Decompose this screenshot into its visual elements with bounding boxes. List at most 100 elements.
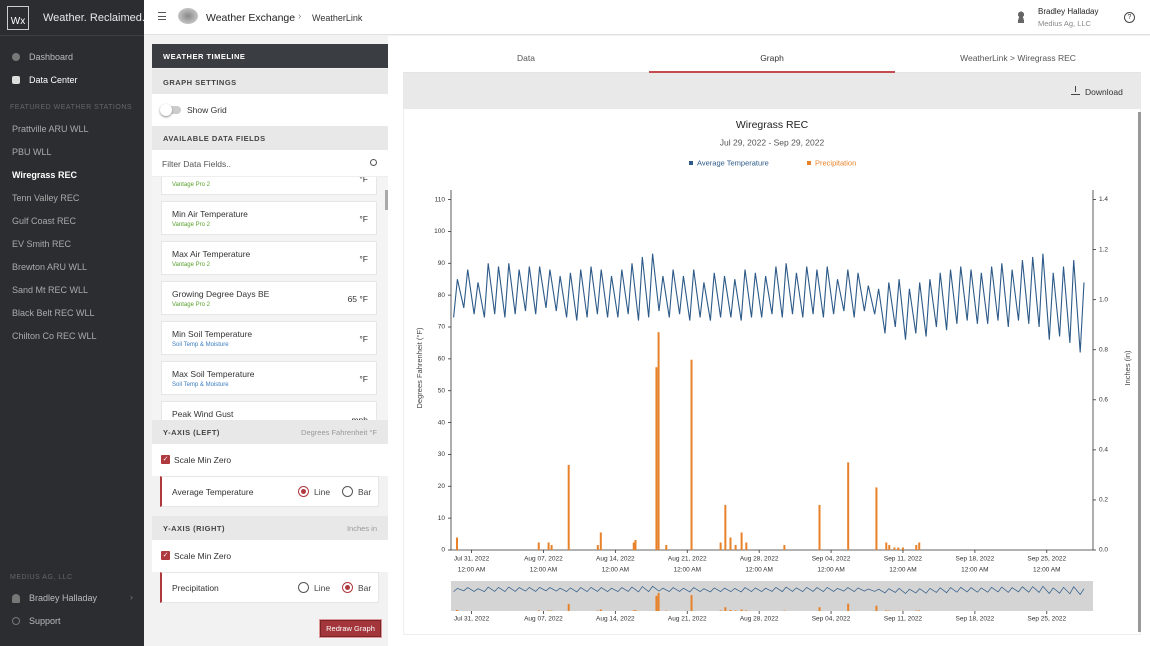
x-tick-label: Aug 07, 2022 bbox=[524, 556, 563, 563]
y-tick-label: 20 bbox=[438, 483, 446, 490]
navigator-bar bbox=[819, 607, 821, 611]
legend-label: Average Temperature bbox=[697, 158, 769, 167]
bar bbox=[633, 542, 635, 550]
navigator-bar bbox=[847, 604, 849, 611]
bar bbox=[665, 545, 667, 550]
bar bbox=[597, 545, 599, 550]
navigator-background bbox=[451, 581, 1093, 611]
navigator-bar bbox=[655, 596, 657, 611]
bar bbox=[600, 532, 602, 550]
x-tick-label: Sep 04, 2022 bbox=[812, 556, 851, 563]
x-tick-label: Sep 25, 2022 bbox=[1027, 556, 1066, 563]
legend-marker bbox=[689, 161, 693, 165]
x-tick-label: Jul 31, 2022 bbox=[454, 556, 490, 563]
navigator-bar bbox=[885, 610, 887, 611]
x-tick-label: Aug 14, 2022 bbox=[596, 556, 635, 563]
y-tick-label: 30 bbox=[438, 451, 446, 458]
x-tick-time: 12:00 AM bbox=[530, 567, 557, 574]
navigator-label: Aug 07, 2022 bbox=[524, 616, 563, 623]
x-tick-time: 12:00 AM bbox=[458, 567, 485, 574]
bar bbox=[551, 545, 553, 550]
y-tick-label: 0 bbox=[441, 547, 445, 554]
navigator-label: Sep 18, 2022 bbox=[956, 616, 995, 623]
navigator-label: Aug 14, 2022 bbox=[596, 616, 635, 623]
bar bbox=[875, 487, 877, 550]
chart-title: Wiregrass REC bbox=[736, 119, 809, 131]
bar bbox=[819, 505, 821, 550]
chart-subtitle: Jul 29, 2022 - Sep 29, 2022 bbox=[720, 137, 825, 147]
y-tick-label: 70 bbox=[438, 324, 446, 331]
navigator-bar bbox=[658, 593, 660, 611]
x-tick-time: 12:00 AM bbox=[602, 567, 629, 574]
navigator-label: Aug 28, 2022 bbox=[740, 616, 779, 623]
y2-tick-label: 0.2 bbox=[1099, 497, 1108, 504]
navigator-label: Aug 21, 2022 bbox=[668, 616, 707, 623]
navigator-bar bbox=[600, 610, 602, 611]
y-tick-label: 100 bbox=[434, 228, 445, 235]
y2-tick-label: 1.0 bbox=[1099, 296, 1108, 303]
navigator-bar bbox=[548, 610, 550, 611]
y-tick-label: 10 bbox=[438, 515, 446, 522]
navigator-label: Sep 25, 2022 bbox=[1027, 616, 1066, 623]
bar bbox=[847, 462, 849, 550]
y-tick-label: 90 bbox=[438, 260, 446, 267]
y2-axis-title: Inches (in) bbox=[1123, 350, 1132, 386]
bar bbox=[745, 542, 747, 550]
bar bbox=[915, 545, 917, 550]
y2-tick-label: 1.2 bbox=[1099, 246, 1108, 253]
navigator-bar bbox=[875, 606, 877, 611]
y2-tick-label: 0.8 bbox=[1099, 346, 1108, 353]
bar bbox=[568, 465, 570, 550]
y-axis-title: Degrees Fahrenheit (°F) bbox=[415, 327, 424, 408]
line-series bbox=[454, 254, 1084, 353]
legend-label: Precipitation bbox=[815, 158, 856, 167]
y2-tick-label: 0.4 bbox=[1099, 447, 1108, 454]
navigator-bar bbox=[729, 610, 731, 611]
navigator-bar bbox=[691, 595, 693, 611]
legend-marker bbox=[807, 161, 811, 165]
navigator-bar bbox=[918, 610, 920, 611]
y-tick-label: 60 bbox=[438, 356, 446, 363]
navigator-bar bbox=[720, 610, 722, 611]
navigator-bar bbox=[745, 610, 747, 611]
navigator-bar bbox=[724, 607, 726, 611]
navigator-label: Jul 31, 2022 bbox=[454, 616, 490, 623]
bar bbox=[548, 542, 550, 550]
navigator-bar bbox=[741, 610, 743, 611]
x-tick-label: Sep 18, 2022 bbox=[956, 556, 995, 563]
x-tick-label: Sep 11, 2022 bbox=[884, 556, 923, 563]
x-tick-time: 12:00 AM bbox=[745, 567, 772, 574]
bar bbox=[691, 360, 693, 550]
x-tick-time: 12:00 AM bbox=[1033, 567, 1060, 574]
y-tick-label: 40 bbox=[438, 419, 446, 426]
y-tick-label: 50 bbox=[438, 387, 446, 394]
navigator-bar bbox=[634, 610, 636, 611]
bar bbox=[724, 505, 726, 550]
bar bbox=[720, 542, 722, 550]
bar bbox=[456, 537, 458, 550]
bar bbox=[888, 545, 890, 550]
bar bbox=[735, 545, 737, 550]
navigator-bar bbox=[538, 610, 540, 611]
y-tick-label: 80 bbox=[438, 292, 446, 299]
x-tick-time: 12:00 AM bbox=[817, 567, 844, 574]
bar bbox=[538, 542, 540, 550]
bar bbox=[893, 547, 895, 550]
y-tick-label: 110 bbox=[435, 196, 446, 203]
navigator-label: Sep 11, 2022 bbox=[884, 616, 923, 623]
bar bbox=[783, 545, 785, 550]
navigator-label: Sep 04, 2022 bbox=[812, 616, 851, 623]
bar bbox=[918, 542, 920, 550]
navigator-bar bbox=[568, 604, 570, 611]
bar bbox=[885, 542, 887, 550]
navigator-bar bbox=[456, 610, 458, 611]
y2-tick-label: 0.6 bbox=[1099, 397, 1108, 404]
bar bbox=[729, 537, 731, 550]
bar bbox=[658, 332, 660, 550]
x-tick-time: 12:00 AM bbox=[961, 567, 988, 574]
y2-tick-label: 0.0 bbox=[1099, 547, 1108, 554]
x-tick-time: 12:00 AM bbox=[674, 567, 701, 574]
navigator-bar bbox=[633, 610, 635, 611]
x-tick-label: Aug 21, 2022 bbox=[668, 556, 707, 563]
